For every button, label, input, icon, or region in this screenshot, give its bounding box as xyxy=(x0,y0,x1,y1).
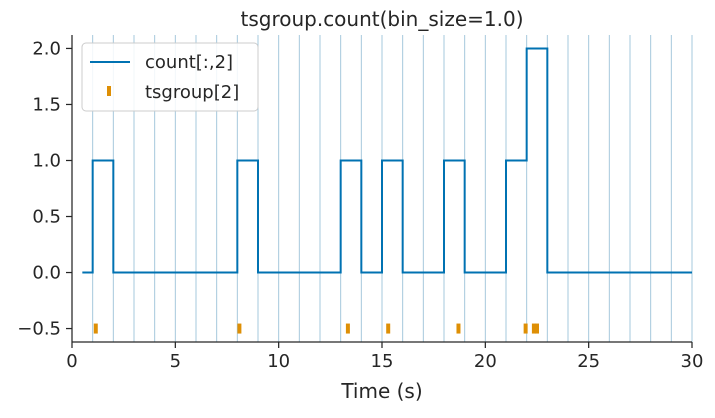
spike-marker-5 xyxy=(523,323,528,334)
chart-title: tsgroup.count(bin_size=1.0) xyxy=(240,7,523,31)
x-tick-label-5: 25 xyxy=(577,351,600,372)
spike-marker-6 xyxy=(531,323,536,334)
x-tick-label-6: 30 xyxy=(681,351,704,372)
events-series-group xyxy=(93,323,539,334)
spike-marker-0 xyxy=(93,323,98,334)
y-tick-label-4: 1.5 xyxy=(32,94,61,115)
spike-marker-7 xyxy=(535,323,539,334)
x-tick-label-4: 20 xyxy=(474,351,497,372)
y-tick-label-5: 2.0 xyxy=(32,38,61,59)
legend-swatch-events xyxy=(107,86,111,96)
x-tick-label-3: 15 xyxy=(371,351,394,372)
legend: count[:,2] tsgroup[2] xyxy=(81,42,259,112)
y-tick-label-2: 0.5 xyxy=(32,207,61,228)
x-axis-label: Time (s) xyxy=(340,379,422,403)
spike-marker-1 xyxy=(237,323,242,334)
spike-marker-4 xyxy=(456,323,461,334)
x-tick-label-0: 0 xyxy=(66,351,77,372)
spike-marker-3 xyxy=(386,323,391,334)
spike-marker-2 xyxy=(345,323,350,334)
x-tick-label-1: 5 xyxy=(170,351,181,372)
legend-frame xyxy=(81,42,259,112)
y-tick-label-0: −0.5 xyxy=(17,319,61,340)
y-tick-label-1: 0.0 xyxy=(32,263,61,284)
legend-label-count: count[:,2] xyxy=(145,52,233,73)
legend-label-events: tsgroup[2] xyxy=(145,82,239,103)
x-tick-label-2: 10 xyxy=(267,351,290,372)
count-step-line xyxy=(82,47,692,274)
x-ticks-group: 0 5 10 15 20 25 30 xyxy=(66,342,703,372)
count-series-group xyxy=(82,47,692,274)
y-ticks-group: −0.5 0.0 0.5 1.0 1.5 2.0 xyxy=(17,38,72,340)
y-tick-label-3: 1.0 xyxy=(32,150,61,171)
